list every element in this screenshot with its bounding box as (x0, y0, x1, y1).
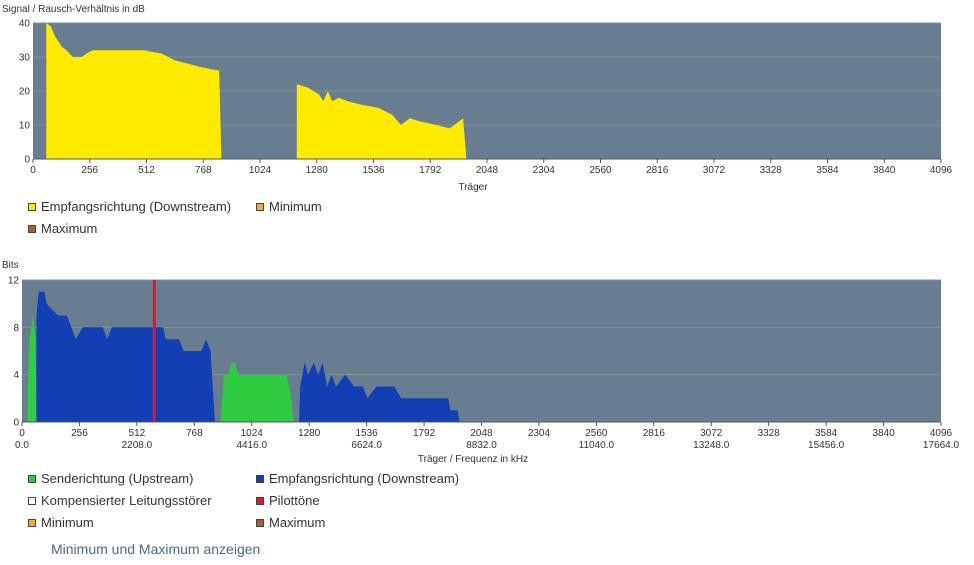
upstream-swatch-icon (28, 474, 36, 483)
snr-x-axis-title: Träger (458, 182, 488, 193)
legend-label: Empfangsrichtung (Downstream) (41, 199, 232, 214)
legend-item-upstream[interactable]: Senderichtung (Upstream) (28, 471, 193, 486)
bits-freq-tick-label: 13248.0 (693, 440, 730, 451)
snr-y-tick-label: 20 (19, 87, 31, 98)
snr-x-tick-label: 2304 (533, 165, 556, 176)
pilot-swatch-icon (256, 496, 264, 505)
bits-series-area-1 (36, 291, 460, 422)
bits-freq-tick-label: 4416.0 (236, 440, 267, 451)
bits-x-tick-label: 1536 (356, 428, 379, 439)
bits-freq-tick-label: 2208.0 (122, 440, 153, 451)
snr-y-axis-title: Signal / Rausch-Verhältnis in dB (2, 4, 145, 15)
snr-y-tick-label: 0 (24, 155, 30, 166)
snr-x-tick-label: 3328 (760, 165, 783, 176)
snr-x-tick-label: 1280 (306, 165, 329, 176)
bits-x-tick-label: 512 (129, 428, 146, 439)
snr-x-tick-label: 1792 (419, 165, 442, 176)
snr-series-area-0 (46, 23, 467, 159)
legend-label: Maximum (269, 515, 326, 530)
legend-label: Senderichtung (Upstream) (41, 471, 194, 486)
bits-x-tick-label: 3840 (872, 428, 895, 439)
minimum-swatch-icon (256, 202, 264, 211)
bits-x-tick-label: 3072 (700, 428, 723, 439)
minimum-swatch-icon (28, 518, 36, 527)
bits-y-tick-label: 4 (13, 370, 19, 381)
snr-x-tick-label: 512 (138, 165, 155, 176)
snr-x-tick-label: 4096 (930, 165, 953, 176)
legend-label: Kompensierter Leitungsstörer (41, 493, 212, 508)
bits-x-tick-label: 768 (186, 428, 203, 439)
bits-x-tick-label: 2048 (470, 428, 493, 439)
bits-freq-tick-label: 6624.0 (351, 440, 382, 451)
bits-freq-tick-label: 11040.0 (579, 440, 615, 451)
legend-item-bits-maximum[interactable]: Maximum (256, 515, 325, 530)
legend-item-snr-downstream[interactable]: Empfangsrichtung (Downstream) (28, 199, 231, 214)
bits-pilot-tone-marker (152, 280, 156, 422)
legend-label: Empfangsrichtung (Downstream) (269, 471, 460, 486)
snr-y-tick-label: 40 (19, 19, 31, 30)
maximum-swatch-icon (256, 518, 264, 527)
snr-x-tick-label: 3584 (816, 165, 839, 176)
legend-item-pilot[interactable]: Pilottöne (256, 493, 320, 508)
bits-x-tick-label: 4096 (930, 428, 953, 439)
legend-label: Minimum (41, 515, 94, 530)
bits-x-tick-label: 3328 (758, 428, 781, 439)
show-min-max-link[interactable]: Minimum und Maximum anzeigen (51, 541, 261, 557)
bits-x-tick-label: 2560 (585, 428, 608, 439)
bits-chart: Bits 0 4 8 12 0 256 512 768 1024 1280 1536 1792 204… (2, 260, 960, 464)
bits-x-tick-label: 1280 (298, 428, 321, 439)
downstream-swatch-icon (28, 202, 36, 211)
bits-x-tick-label: 3584 (815, 428, 838, 439)
snr-x-tick-label: 2816 (646, 165, 669, 176)
snr-x-tick-label: 2048 (476, 165, 499, 176)
bits-x-tick-label: 1792 (413, 428, 436, 439)
snr-x-tick-label: 768 (195, 165, 212, 176)
bits-x-tick-label: 1024 (241, 428, 264, 439)
bits-freq-tick-label: 15456.0 (808, 440, 845, 451)
bits-series-area-0 (27, 315, 294, 422)
snr-x-tick-label: 1536 (362, 165, 385, 176)
snr-x-tick-label: 3072 (703, 165, 726, 176)
bits-x-tick-label: 2816 (643, 428, 666, 439)
legend-item-snr-minimum[interactable]: Minimum (256, 199, 322, 214)
bits-x-tick-label: 2304 (528, 428, 551, 439)
legend-item-bits-downstream[interactable]: Empfangsrichtung (Downstream) (256, 471, 459, 486)
snr-x-tick-label: 0 (30, 165, 36, 176)
bits-x-tick-label: 256 (71, 428, 88, 439)
bits-y-tick-label: 8 (13, 323, 19, 334)
legend-item-bits-minimum[interactable]: Minimum (28, 515, 94, 530)
downstream-swatch-icon (256, 474, 264, 483)
snr-x-tick-label: 1024 (249, 165, 272, 176)
legend-item-snr-maximum[interactable]: Maximum (28, 221, 97, 236)
legend-label: Minimum (269, 199, 322, 214)
bits-y-axis-title: Bits (2, 260, 19, 271)
legend-label: Maximum (41, 221, 98, 236)
maximum-swatch-icon (28, 224, 36, 233)
bits-y-tick-label: 0 (13, 418, 19, 429)
snr-x-tick-label: 256 (81, 165, 98, 176)
compensated-swatch-icon (28, 496, 36, 505)
bits-x-axis-title: Träger / Frequenz in kHz (418, 454, 528, 464)
snr-y-tick-label: 30 (19, 53, 31, 64)
bits-freq-tick-label: 17664.0 (923, 440, 960, 451)
snr-x-tick-label: 2560 (589, 165, 612, 176)
bits-freq-tick-label: 8832.0 (466, 440, 497, 451)
snr-chart: Signal / Rausch-Verhältnis in dB 0 10 20 30… (2, 4, 953, 193)
snr-y-tick-label: 10 (19, 121, 31, 132)
legend-item-compensated[interactable]: Kompensierter Leitungsstörer (28, 493, 212, 508)
legend-label: Pilottöne (269, 493, 320, 508)
bits-y-tick-label: 12 (8, 276, 20, 287)
bits-x-tick-label: 0 (19, 428, 25, 439)
snr-x-tick-label: 3840 (873, 165, 896, 176)
bits-freq-tick-label: 0.0 (15, 440, 29, 451)
